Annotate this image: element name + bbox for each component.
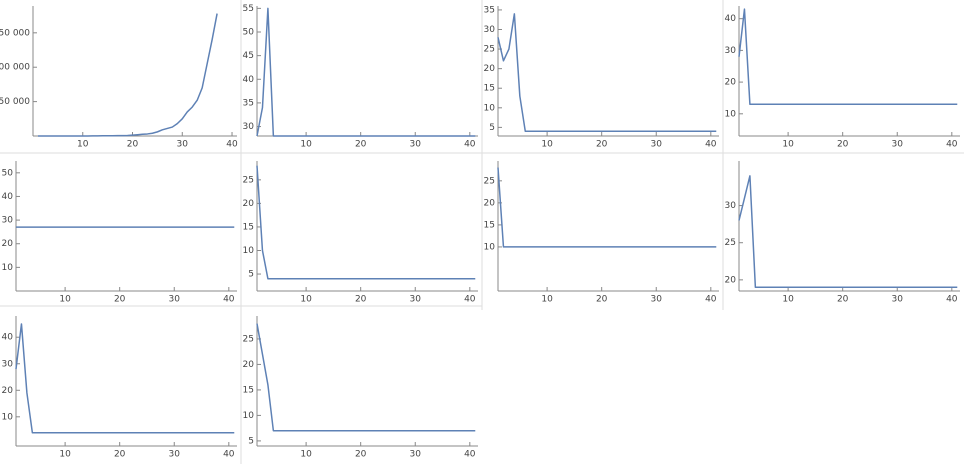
y-tick-label: 25 [484,45,495,55]
x-tick-label: 10 [541,140,553,150]
y-tick-label: 100 000 [0,63,30,73]
x-tick-label: 20 [114,450,126,460]
y-tick-label: 10 [484,242,496,252]
x-tick-label: 10 [541,295,553,305]
x-tick-label: 10 [59,295,71,305]
y-tick-label: 20 [725,275,737,285]
y-tick-label: 25 [243,334,254,344]
x-tick-label: 20 [355,450,367,460]
y-tick-label: 10 [484,103,496,113]
y-tick-label: 5 [248,270,254,280]
x-tick-label: 40 [464,295,476,305]
x-tick-label: 40 [223,450,235,460]
x-tick-label: 10 [77,140,89,150]
y-tick-label: 20 [484,64,496,74]
y-tick-label: 10 [243,246,255,256]
y-tick-label: 15 [243,385,254,395]
x-tick-label: 30 [169,295,181,305]
x-tick-label: 40 [946,140,958,150]
x-tick-label: 20 [355,295,367,305]
data-line [738,175,958,289]
y-tick-label: 30 [2,216,14,226]
x-tick-label: 30 [169,450,181,460]
y-tick-label: 10 [2,263,14,273]
x-tick-label: 30 [651,140,663,150]
y-tick-label: 5 [248,436,254,446]
y-tick-label: 25 [484,176,495,186]
y-tick-label: 40 [243,75,255,85]
x-tick-label: 30 [892,140,904,150]
x-tick-label: 20 [596,140,608,150]
y-tick-label: 10 [725,109,737,119]
data-line [256,323,476,432]
x-tick-label: 30 [410,450,422,460]
x-tick-label: 10 [782,140,794,150]
x-tick-label: 10 [300,450,312,460]
x-tick-label: 30 [177,140,189,150]
x-tick-label: 20 [114,295,126,305]
x-tick-label: 20 [596,295,608,305]
x-tick-label: 20 [837,295,849,305]
x-tick-label: 30 [410,295,422,305]
data-line [497,167,717,248]
y-tick-label: 40 [2,192,14,202]
x-tick-label: 40 [223,295,235,305]
y-tick-label: 10 [2,412,14,422]
x-tick-label: 40 [705,140,717,150]
y-tick-label: 20 [243,199,255,209]
x-tick-label: 40 [946,295,958,305]
y-tick-label: 30 [725,201,737,211]
y-tick-label: 30 [484,25,496,35]
y-tick-label: 35 [484,5,495,15]
data-line [15,323,235,434]
y-tick-label: 45 [243,51,254,61]
y-tick-label: 30 [2,359,14,369]
data-line [738,8,958,106]
x-tick-label: 10 [782,295,794,305]
y-tick-label: 20 [484,198,496,208]
x-tick-label: 10 [59,450,71,460]
y-tick-label: 50 [2,168,14,178]
x-tick-label: 40 [464,450,476,460]
data-line [497,13,717,133]
y-tick-label: 15 [484,220,495,230]
y-tick-label: 15 [243,222,254,232]
y-tick-label: 25 [725,238,736,248]
y-tick-label: 40 [725,14,737,24]
x-tick-label: 20 [355,140,367,150]
y-tick-label: 30 [725,46,737,56]
y-tick-label: 20 [243,360,255,370]
x-tick-label: 20 [837,140,849,150]
y-tick-label: 50 [243,28,255,38]
y-tick-label: 25 [243,175,254,185]
x-tick-label: 20 [127,140,139,150]
x-tick-label: 30 [410,140,422,150]
x-tick-label: 10 [300,140,312,150]
y-tick-label: 5 [489,123,495,133]
y-tick-label: 15 [484,84,495,94]
x-tick-label: 30 [892,295,904,305]
y-tick-label: 35 [243,98,254,108]
x-tick-label: 40 [226,140,238,150]
x-tick-label: 40 [464,140,476,150]
x-tick-label: 30 [651,295,663,305]
x-tick-label: 40 [705,295,717,305]
data-line [37,13,218,137]
data-line [256,165,476,280]
y-tick-label: 150 000 [0,28,30,38]
y-tick-label: 10 [243,411,255,421]
y-tick-label: 20 [2,239,14,249]
y-tick-label: 40 [2,333,14,343]
y-tick-label: 30 [243,122,255,132]
y-tick-label: 20 [725,78,737,88]
y-tick-label: 20 [2,386,14,396]
y-tick-label: 50 000 [0,97,30,107]
data-line [256,7,476,137]
y-tick-label: 55 [243,4,254,14]
x-tick-label: 10 [300,295,312,305]
